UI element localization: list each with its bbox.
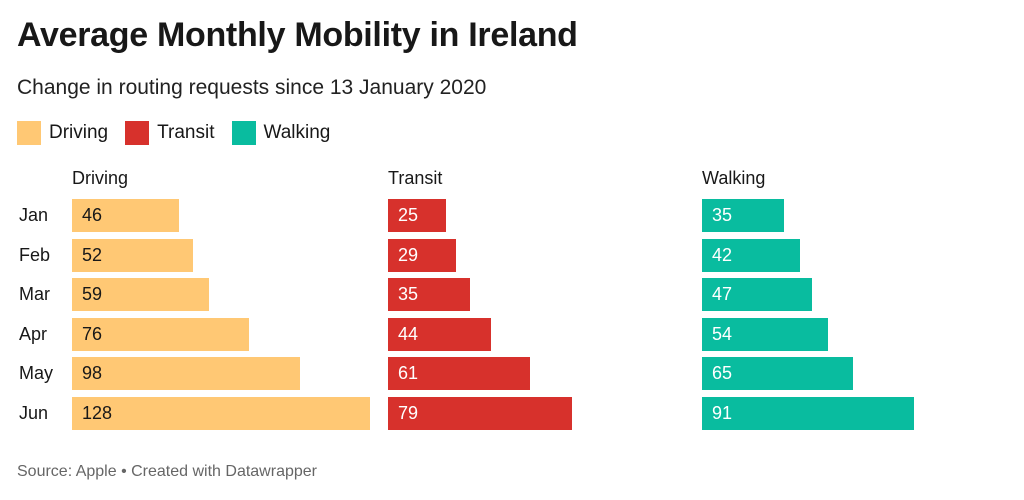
bar-walking-mar: 47 [702,278,812,312]
bar-walking-jun: 91 [702,397,915,430]
category-label: Feb [19,244,51,265]
bar-driving-jan: 46 [72,199,180,232]
bar-transit-feb: 29 [388,238,456,272]
legend-label: Transit [157,122,215,143]
bar-walking-may: 65 [702,357,854,391]
bar-transit-apr: 44 [388,317,491,351]
bar-walking-jan: 35 [702,199,784,232]
bar-transit-mar: 35 [388,278,470,312]
legend-swatch [125,121,150,145]
panel-title: Driving [72,168,129,188]
bar-walking-feb: 42 [702,238,800,272]
category-label: Jun [19,403,49,423]
bar-transit-jan: 25 [388,199,447,232]
legend-label: Driving [49,122,109,143]
category-label: Apr [19,323,48,344]
bar-driving-jun: 128 [72,397,371,430]
bar-walking-apr: 54 [702,317,828,351]
chart-subtitle: Change in routing requests since 13 Janu… [17,76,487,99]
legend-item: Transit [125,121,215,145]
source-note: Source: Apple • Created with Datawrapper [17,463,317,480]
legend-item: Driving [17,121,108,145]
legend-swatch [17,121,41,145]
bar-transit-may: 61 [388,357,531,391]
legend-swatch [231,121,256,145]
panel-title: Walking [702,168,766,188]
bar-driving-mar: 59 [72,278,210,312]
category-label: Jan [19,205,49,225]
category-label: Mar [19,284,50,305]
bar-driving-feb: 52 [72,238,194,272]
panel-title: Transit [388,168,443,188]
legend-item: Walking [231,121,331,145]
bar-driving-may: 98 [72,357,301,391]
chart-title: Average Monthly Mobility in Ireland [17,16,578,54]
legend-label: Walking [263,122,331,143]
bar-transit-jun: 79 [388,397,573,430]
category-label: May [19,363,54,384]
legend: Driving Transit Walking [17,121,330,145]
bar-driving-apr: 76 [72,317,250,351]
